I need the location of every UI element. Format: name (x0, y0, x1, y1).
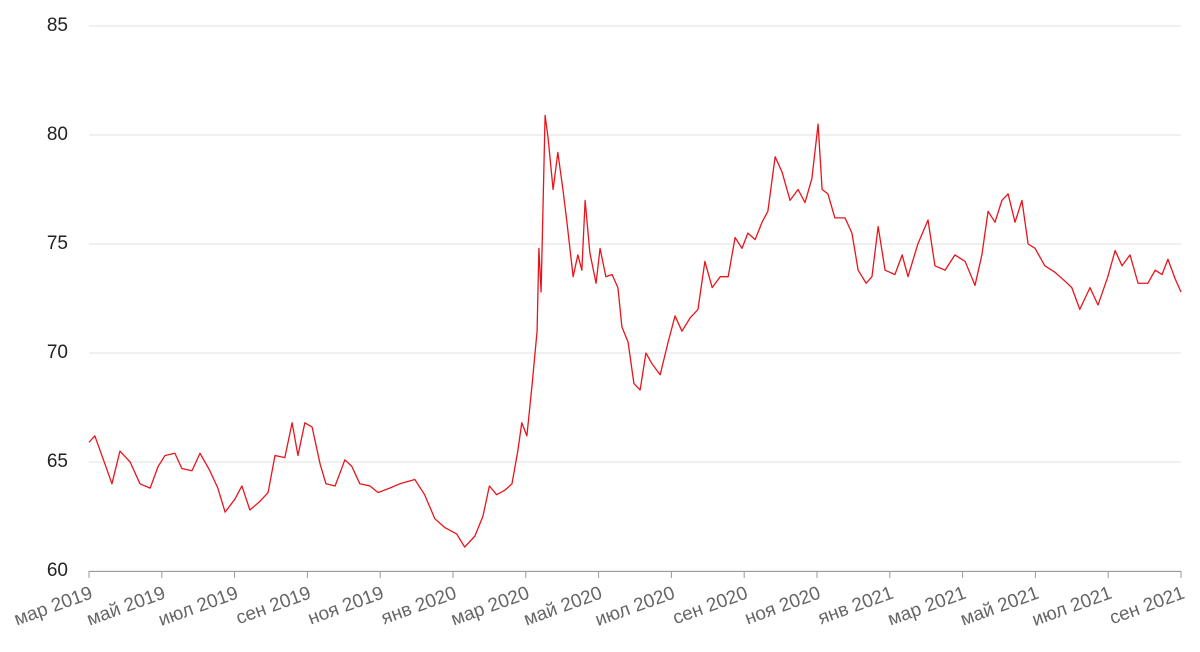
x-tick-label: ноя 2020 (742, 583, 823, 630)
x-tick-label: сен 2021 (1107, 583, 1188, 629)
x-tick-label: янв 2021 (815, 583, 896, 630)
y-tick-label: 85 (47, 15, 68, 36)
x-tick-label: май 2019 (84, 583, 168, 631)
y-tick-label: 70 (47, 342, 68, 363)
x-tick-label: мар 2020 (448, 583, 532, 631)
y-tick-label: 65 (47, 451, 68, 472)
x-tick-label: июл 2019 (156, 583, 241, 631)
x-tick-label: сен 2019 (233, 583, 314, 629)
x-tick-label: июл 2020 (593, 583, 678, 631)
x-tick-label: май 2021 (958, 583, 1042, 631)
x-tick-label: май 2020 (521, 583, 605, 631)
x-tick-label: ноя 2019 (305, 583, 386, 630)
y-tick-label: 60 (47, 560, 68, 581)
line (88, 114, 1182, 548)
x-tick-label: сен 2020 (670, 583, 751, 629)
x-tick-label: июл 2021 (1029, 583, 1114, 631)
x-tick-label: мар 2021 (885, 583, 969, 631)
y-tick-label: 80 (47, 124, 68, 145)
y-tick-label: 75 (47, 233, 68, 254)
x-tick-label: янв 2020 (379, 583, 460, 630)
x-tick-label: мар 2019 (11, 583, 95, 631)
